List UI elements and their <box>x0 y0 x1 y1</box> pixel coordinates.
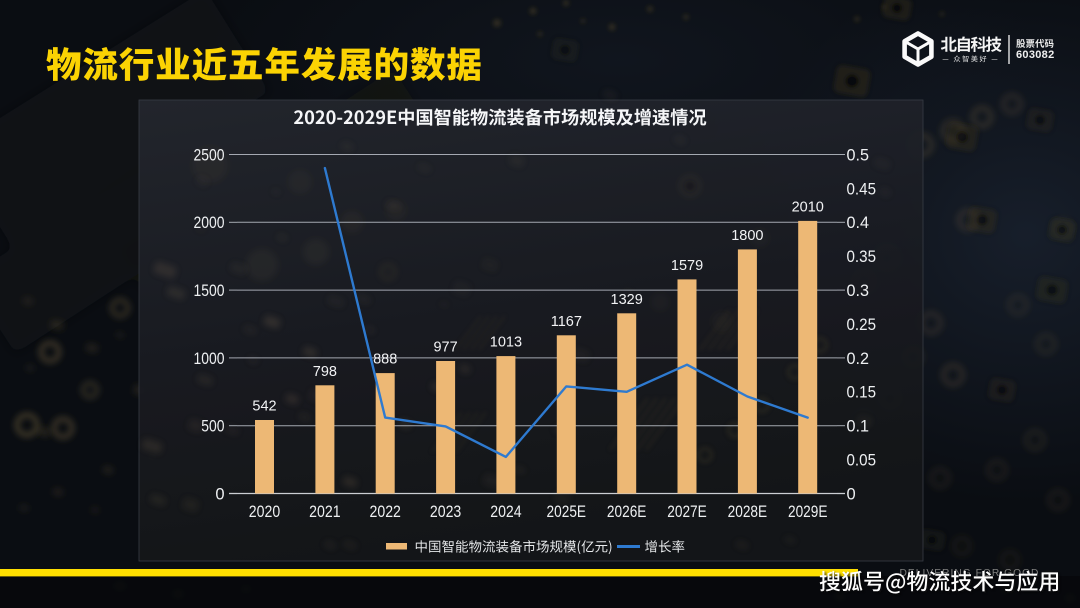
svg-text:0.1: 0.1 <box>847 418 870 436</box>
svg-text:1167: 1167 <box>551 314 582 330</box>
svg-text:2021: 2021 <box>309 502 340 521</box>
svg-text:2000: 2000 <box>194 214 225 232</box>
svg-text:1579: 1579 <box>671 258 703 274</box>
svg-text:888: 888 <box>373 352 397 368</box>
svg-text:2500: 2500 <box>194 146 225 164</box>
svg-text:0: 0 <box>847 485 856 503</box>
svg-text:798: 798 <box>313 364 337 380</box>
svg-text:2027E: 2027E <box>667 502 707 521</box>
svg-text:0.05: 0.05 <box>847 452 877 470</box>
svg-text:603082: 603082 <box>1016 49 1055 61</box>
svg-text:2026E: 2026E <box>607 502 647 521</box>
svg-text:1013: 1013 <box>490 335 522 351</box>
svg-text:DELIVERING FOR GOOD: DELIVERING FOR GOOD <box>900 568 1040 579</box>
svg-text:0.4: 0.4 <box>847 214 870 232</box>
svg-text:0.5: 0.5 <box>847 146 870 164</box>
svg-text:0.25: 0.25 <box>847 316 877 334</box>
svg-text:0.45: 0.45 <box>847 180 877 198</box>
svg-text:2025E: 2025E <box>547 502 587 521</box>
svg-text:0.3: 0.3 <box>847 282 870 300</box>
svg-text:2010: 2010 <box>792 199 824 215</box>
svg-text:977: 977 <box>433 340 457 356</box>
svg-text:2020: 2020 <box>249 502 280 521</box>
svg-text:500: 500 <box>201 418 224 436</box>
svg-text:2023: 2023 <box>430 502 461 521</box>
svg-text:542: 542 <box>252 399 276 415</box>
svg-text:1000: 1000 <box>194 350 225 368</box>
svg-text:0: 0 <box>215 485 224 503</box>
svg-text:1500: 1500 <box>194 282 225 300</box>
svg-text:2024: 2024 <box>490 502 521 521</box>
svg-text:2022: 2022 <box>370 502 401 521</box>
svg-text:2028E: 2028E <box>728 502 768 521</box>
svg-text:0.15: 0.15 <box>847 384 877 402</box>
svg-text:0.35: 0.35 <box>847 248 877 266</box>
svg-text:0.2: 0.2 <box>847 350 870 368</box>
svg-text:1800: 1800 <box>731 228 763 244</box>
svg-text:1329: 1329 <box>611 292 643 308</box>
svg-text:2029E: 2029E <box>788 502 828 521</box>
